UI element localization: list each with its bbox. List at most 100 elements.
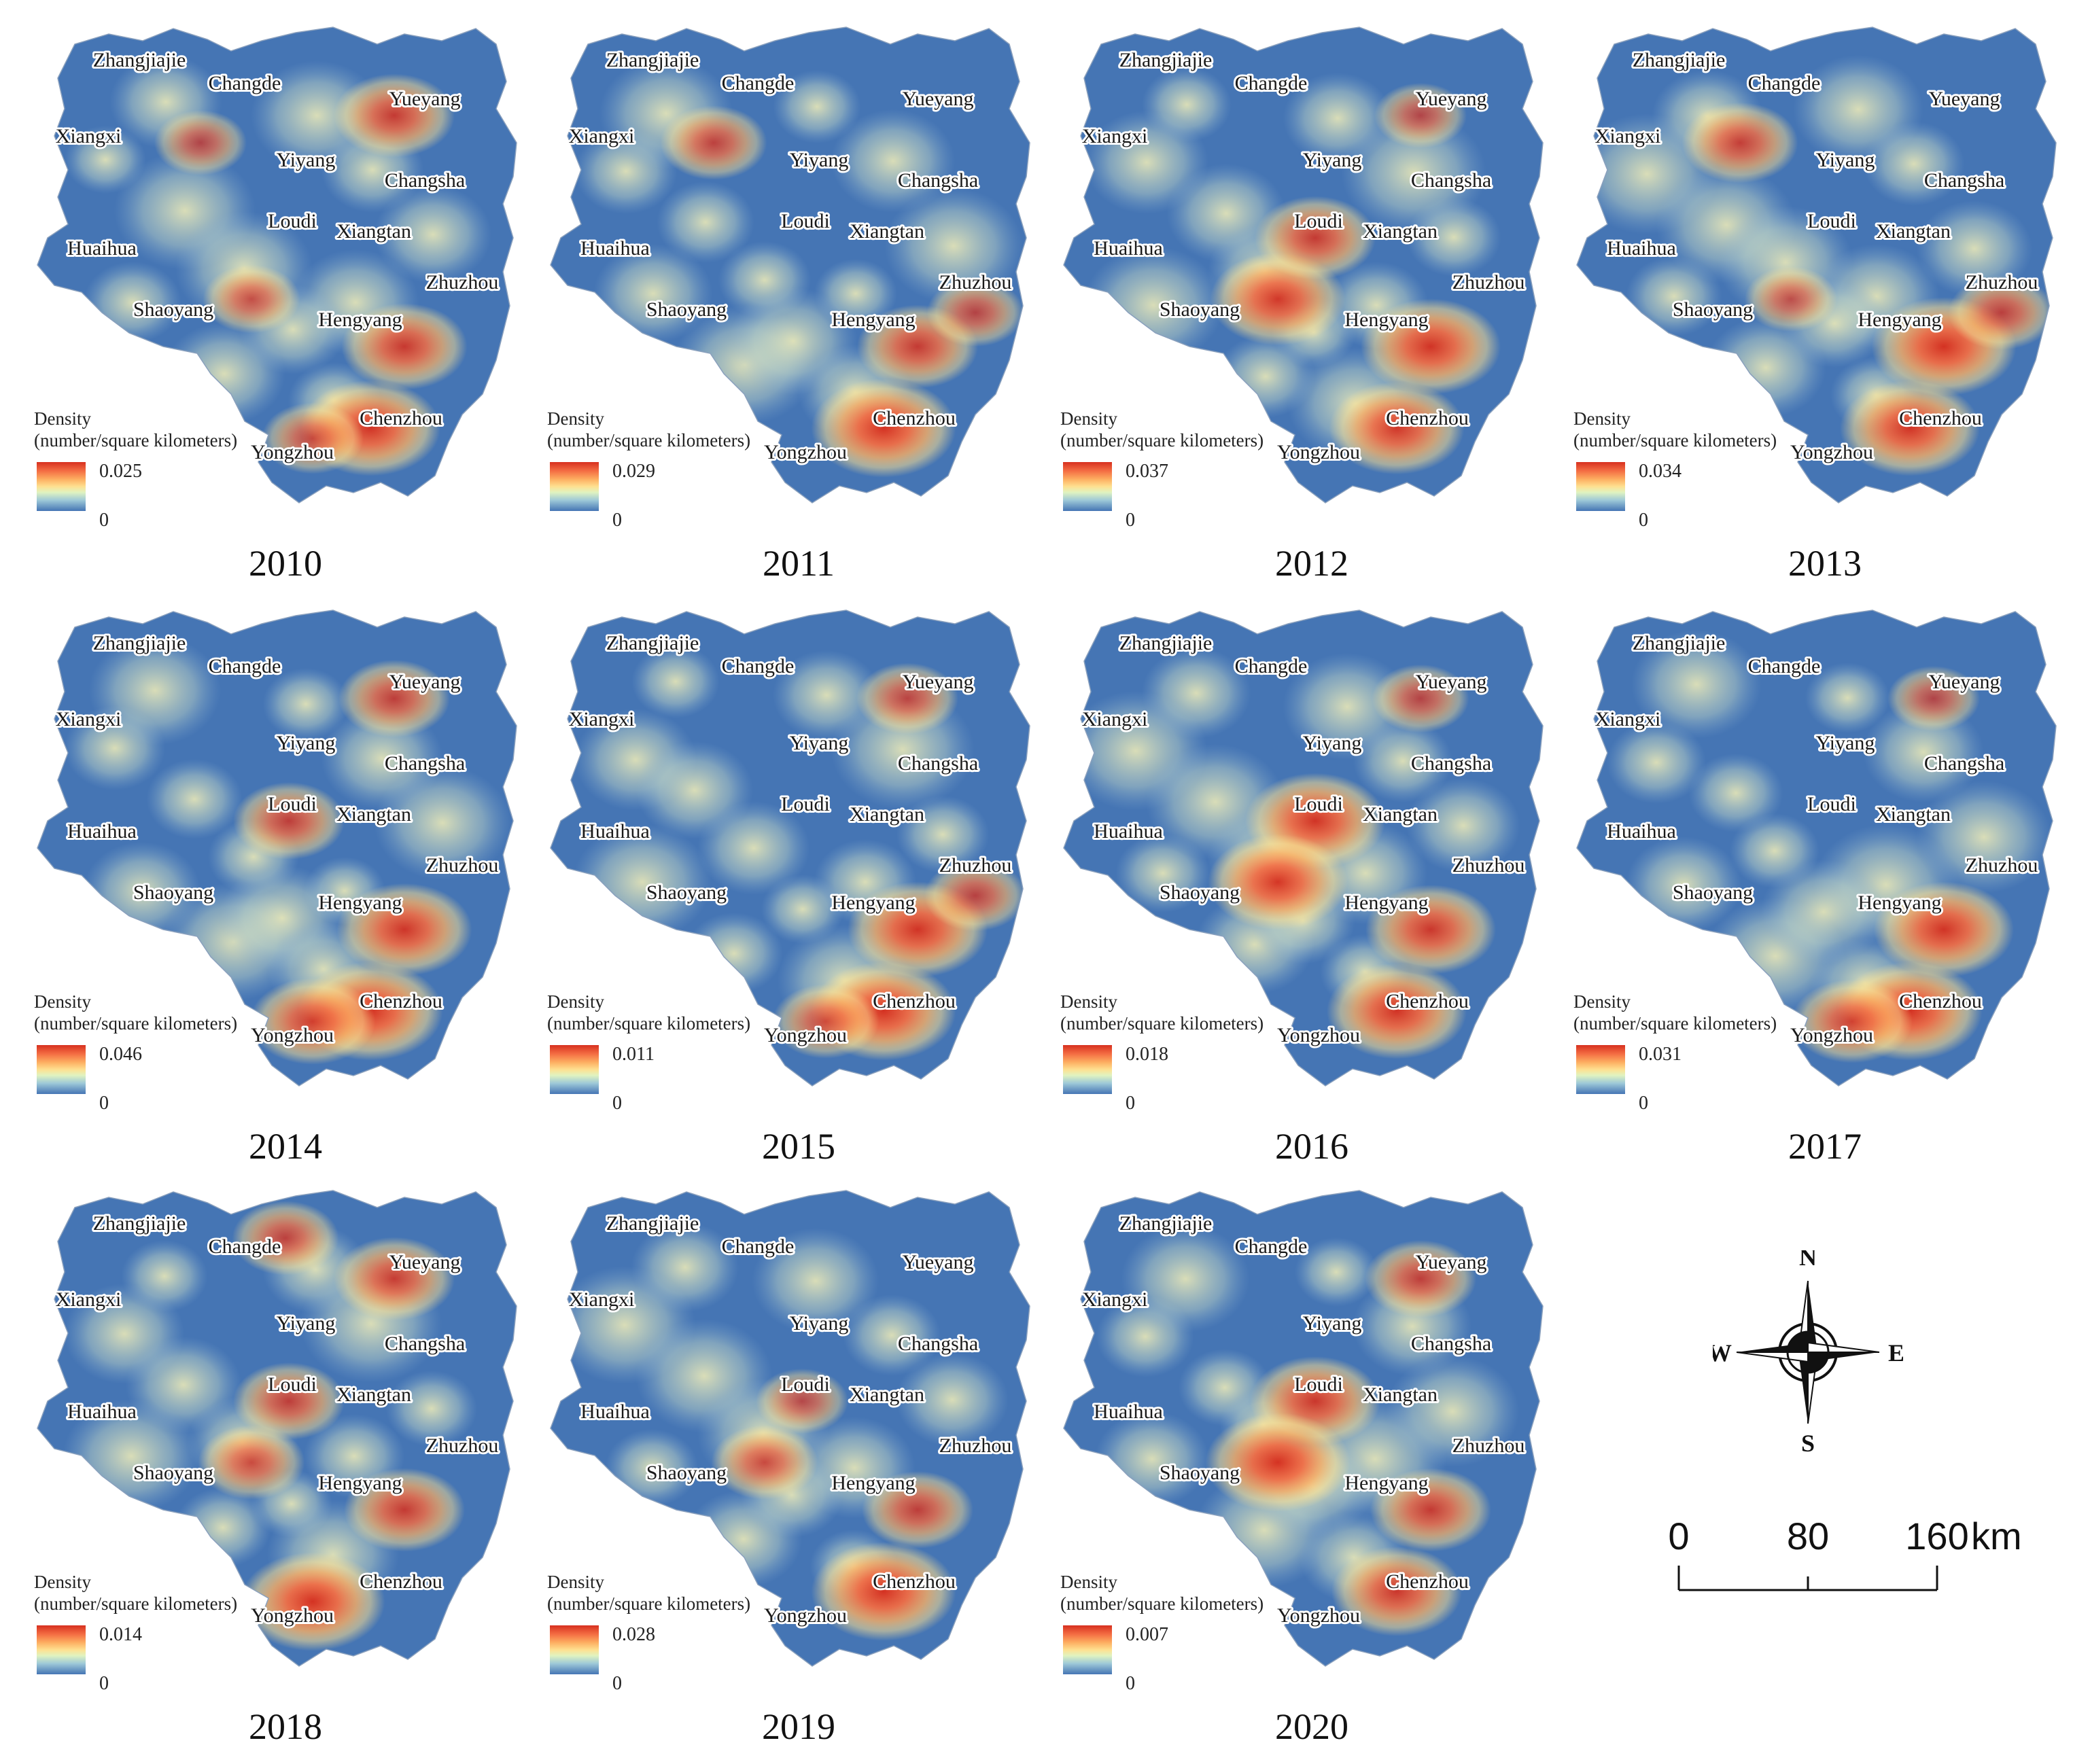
hotspot-xiangxi [154,110,247,175]
hotspot-hengyang [341,303,468,390]
city-label-changsha: Changsha [385,169,465,192]
hotspot-chenzhou [1840,380,1980,476]
city-label-zhangjiajie: Zhangjiajie [1119,632,1213,654]
legend: Density (number/square kilometers) 0.025 0 [34,408,292,537]
city-label-zhangjiajie: Zhangjiajie [1633,49,1726,71]
city-label-yueyang: Yueyang [389,1251,461,1273]
province-border [37,27,517,504]
hotspot-shaoyang [198,1425,305,1500]
density-ambient-blob [262,668,349,740]
legend: Density (number/square kilometers) 0.007 0 [1060,1571,1319,1700]
city-label-yiyang: Yiyang [277,732,336,754]
city-label-xiangtan: Xiangtan [850,220,924,243]
legend-min-value: 0 [1639,510,1648,531]
city-label-huaihua: Huaihua [1094,237,1163,260]
city-label-hengyang: Hengyang [318,892,402,914]
hotspot-loudi [233,782,345,860]
province-border [1063,1190,1544,1667]
city-label-shaoyang: Shaoyang [1160,881,1240,904]
legend: Density (number/square kilometers) 0.028 0 [547,1571,805,1700]
map-panel-2012: Zhangjiajie Changde Yueyang Xiangxi Yiyang Ch… [1053,14,1570,598]
city-label-yiyang: Yiyang [790,732,849,754]
hotspot-hengyang [1370,1468,1491,1552]
legend-min-value: 0 [612,510,622,531]
hotspot-zhuzhou [926,278,1024,347]
legend-min-value: 0 [99,1093,109,1114]
city-label-loudi: Loudi [1294,1373,1343,1396]
province-border [1063,610,1544,1087]
city-label-shaoyang: Shaoyang [1673,881,1753,904]
city-label-changde: Changde [1235,1235,1308,1258]
hotspot-shaoyang [711,1425,818,1500]
city-label-shaoyang: Shaoyang [133,1462,213,1484]
legend-title: Density [1060,1572,1117,1592]
city-label-xiangtan: Xiangtan [850,1383,924,1406]
legend-max-value: 0.031 [1639,1044,1682,1065]
legend-title: Density [34,1572,91,1592]
legend-title: Density [547,1572,604,1592]
city-label-chenzhou: Chenzhou [1899,990,1982,1012]
legend-unit: (number/square kilometers) [1060,1013,1264,1034]
density-ambient-blob [773,70,861,143]
city-label-hengyang: Hengyang [831,308,915,331]
legend-min-value: 0 [612,1673,622,1694]
north-arrow-compass: N S E W [1713,1250,1903,1454]
city-label-shaoyang: Shaoyang [1160,298,1240,321]
city-label-yiyang: Yiyang [1303,149,1362,171]
density-ambient-blob [1121,1225,1250,1333]
city-label-yiyang: Yiyang [1303,1312,1362,1335]
city-label-loudi: Loudi [1807,210,1856,232]
legend-title: Density [1060,408,1117,429]
hotspot-yueyang [856,663,958,735]
density-ambient-blob [1141,648,1251,739]
city-label-hengyang: Hengyang [1344,308,1428,331]
city-label-zhuzhou: Zhuzhou [939,854,1012,877]
hotspot-yongzhou [249,978,376,1065]
province-border [550,610,1030,1087]
density-ambient-blob [1095,1411,1209,1506]
panel-year-label: 2011 [763,543,835,584]
legend-color-ramp [37,462,86,511]
city-label-xiangtan: Xiangtan [336,220,411,243]
city-label-zhuzhou: Zhuzhou [426,1434,499,1457]
city-label-huaihua: Huaihua [1607,237,1676,260]
hotspot-yongzhou [1792,979,1913,1063]
compass-label-e: E [1888,1339,1903,1366]
city-label-hengyang: Hengyang [318,1472,402,1494]
legend-min-value: 0 [612,1093,622,1114]
legend: Density (number/square kilometers) 0.031 0 [1573,991,1832,1120]
compass-point [1798,1352,1808,1424]
density-ambient-blob [1385,1356,1520,1467]
density-ambient-blob [88,635,222,745]
hotspot-chenzhou [811,378,956,478]
city-label-xiangxi: Xiangxi [56,125,122,147]
density-ambient-blob [1406,778,1520,873]
hotspot-loudi [756,1369,848,1434]
city-label-yongzhou: Yongzhou [251,1604,334,1627]
city-label-zhangjiajie: Zhangjiajie [93,1212,186,1235]
panel-year-label: 2014 [249,1126,322,1167]
density-map-2017: Zhangjiajie Changde Yueyang Xiangxi Yiyang Ch… [1576,610,2057,1087]
legend-max-value: 0.046 [99,1044,142,1065]
legend-min-value: 0 [1126,1093,1135,1114]
hotspot-zhuzhou [1948,275,2055,350]
density-ambient-blob [121,1240,208,1312]
legend-max-value: 0.007 [1126,1624,1168,1645]
city-label-yueyang: Yueyang [903,1251,974,1273]
hotspot-shaoyang [1745,266,1837,332]
city-label-loudi: Loudi [781,1373,830,1396]
hotspot-xiangxi [1682,102,1798,183]
city-label-xiangxi: Xiangxi [569,125,635,147]
hotspot-yueyang [1365,1240,1476,1318]
province-border [550,1190,1030,1667]
hotspot-hengyang [862,1471,973,1549]
city-label-changde: Changde [1235,72,1308,94]
legend-color-ramp [1063,462,1112,511]
hotspot-yongzhou [262,402,364,474]
hotspot-chenzhou [811,1542,956,1641]
legend-min-value: 0 [1639,1093,1648,1114]
density-ambient-blob [752,1228,879,1334]
legend: Density (number/square kilometers) 0.037 0 [1060,408,1319,537]
city-label-zhangjiajie: Zhangjiajie [1119,1212,1213,1235]
